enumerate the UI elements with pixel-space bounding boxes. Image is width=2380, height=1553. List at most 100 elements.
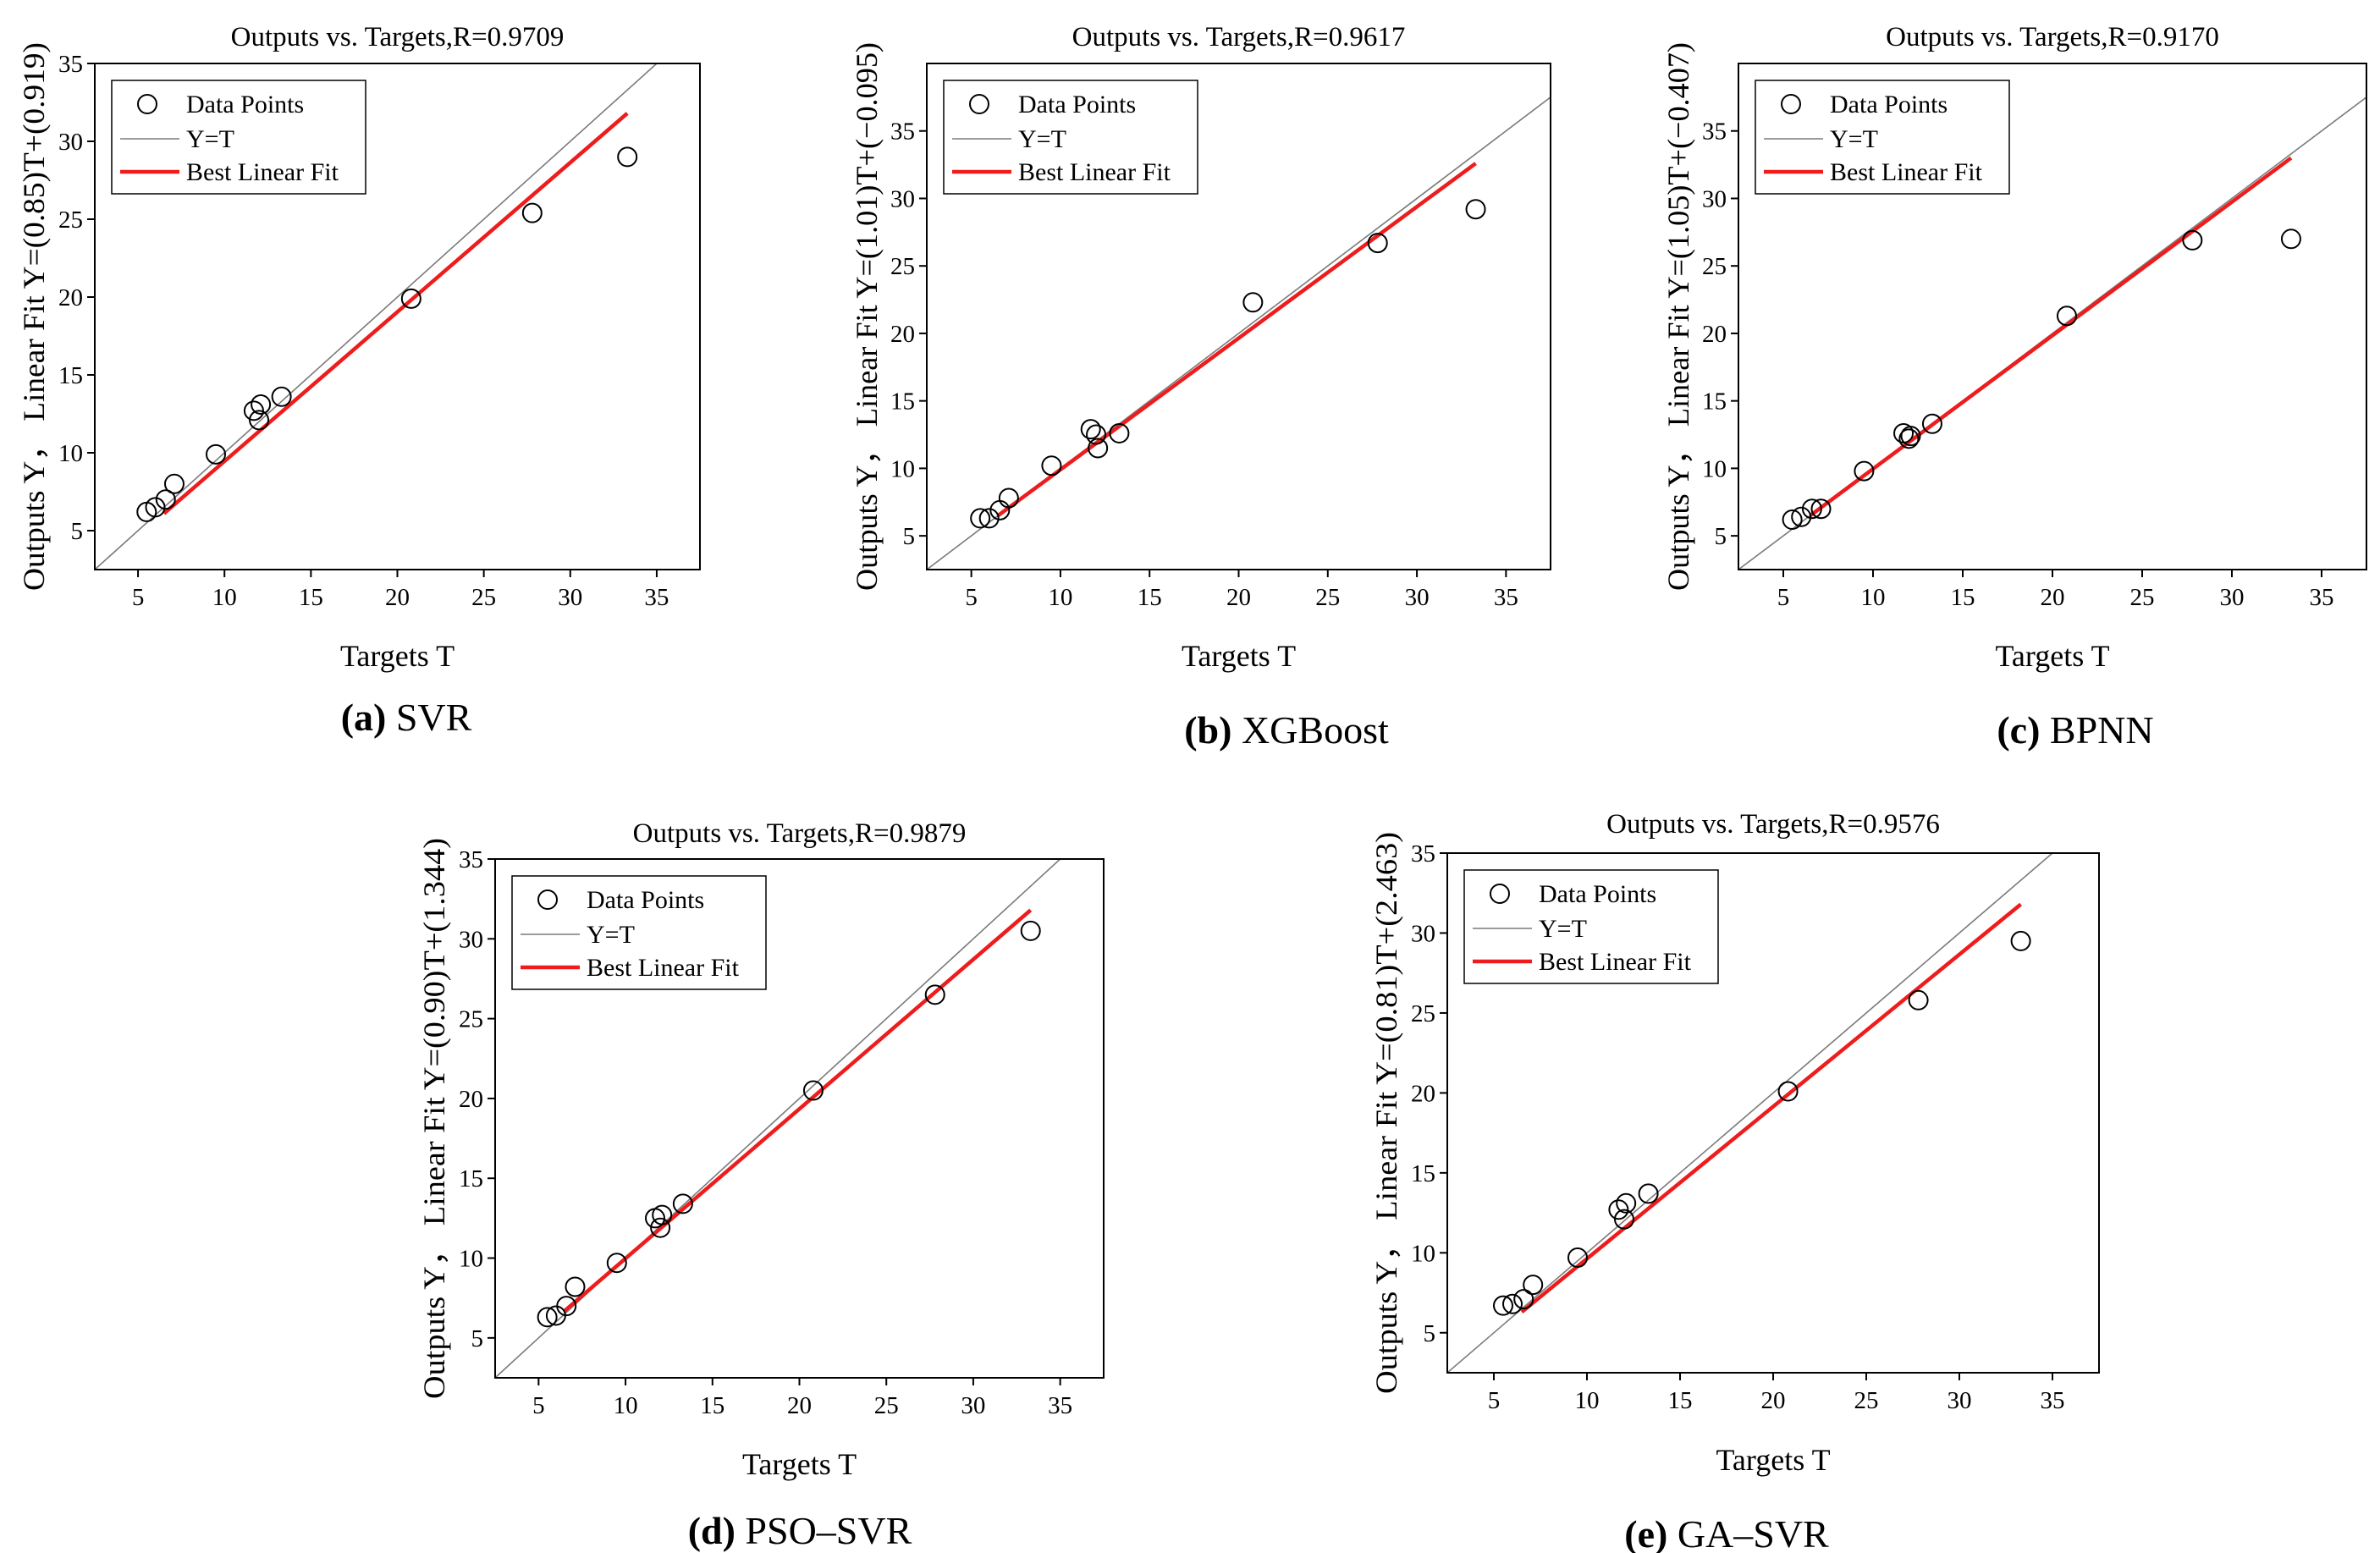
x-tick-label: 10 bbox=[1861, 584, 1886, 611]
legend-marker-points bbox=[1490, 884, 1510, 904]
panel-b: Outputs vs. Targets,R=0.9617 5 10 15 20 25 30 3… bbox=[850, 22, 1551, 752]
x-tick-label: 15 bbox=[1951, 584, 1975, 611]
y-tick-label: 10 bbox=[1702, 455, 1727, 482]
data-point-11 bbox=[2182, 229, 2203, 251]
y-axis-title: Outputs Y， Linear Fit Y=(0.81)T+(2.463) bbox=[1369, 832, 1403, 1394]
x-tick-label: 30 bbox=[1405, 584, 1430, 611]
y-axis-title: Outputs Y， Linear Fit Y=(0.90)T+(1.344) bbox=[417, 838, 451, 1399]
legend-box bbox=[111, 80, 366, 195]
x-tick-label: 30 bbox=[961, 1392, 985, 1419]
identity-line bbox=[95, 63, 658, 570]
data-point-6 bbox=[1608, 1199, 1629, 1220]
legend-label-identity: Y=T bbox=[186, 125, 234, 153]
identity-line bbox=[1447, 853, 2054, 1373]
y-tick-label: 35 bbox=[890, 118, 915, 146]
y-tick-label: 20 bbox=[890, 321, 915, 348]
y-tick-label: 15 bbox=[1411, 1160, 1435, 1187]
data-point-12 bbox=[1020, 920, 1041, 941]
chart-title: Outputs vs. Targets,R=0.9879 bbox=[633, 818, 967, 849]
legend: Data Points Y=T Best Linear Fit bbox=[1463, 869, 1719, 984]
x-tick-label: 35 bbox=[2041, 1387, 2065, 1414]
x-tick-label: 25 bbox=[471, 584, 496, 611]
legend: Data Points Y=T Best Linear Fit bbox=[511, 875, 767, 990]
chart-title: Outputs vs. Targets,R=0.9170 bbox=[1886, 22, 2219, 52]
panel-d: Outputs vs. Targets,R=0.9879 5 10 15 20 25 30 3… bbox=[417, 818, 1105, 1552]
x-tick-label: 25 bbox=[1854, 1387, 1879, 1414]
x-tick-label: 20 bbox=[1226, 584, 1251, 611]
x-tick-label: 10 bbox=[614, 1392, 638, 1419]
panel-caption: (d) PSO–SVR bbox=[688, 1509, 912, 1552]
y-tick-label: 10 bbox=[58, 440, 83, 467]
y-tick-label: 5 bbox=[1424, 1320, 1436, 1347]
data-point-2 bbox=[978, 508, 1000, 529]
x-tick-label: 5 bbox=[1488, 1387, 1501, 1414]
caption-model-name: PSO–SVR bbox=[735, 1509, 912, 1552]
caption-model-name: BPNN bbox=[2040, 708, 2153, 752]
legend-label-fit: Best Linear Fit bbox=[1830, 158, 1983, 186]
panel-caption: (b) XGBoost bbox=[1184, 708, 1389, 752]
best-fit-line bbox=[1520, 902, 2023, 1313]
data-point-11 bbox=[1908, 989, 1929, 1011]
y-tick-label: 5 bbox=[471, 1325, 484, 1352]
data-point-4 bbox=[163, 473, 185, 494]
caption-letter: (d) bbox=[688, 1509, 735, 1552]
x-tick-label: 35 bbox=[1494, 584, 1518, 611]
data-point-1 bbox=[1782, 509, 1803, 530]
x-tick-label: 30 bbox=[558, 584, 582, 611]
legend-label-points: Data Points bbox=[1018, 91, 1136, 118]
y-tick-label: 20 bbox=[58, 284, 83, 311]
data-point-2 bbox=[1502, 1293, 1523, 1314]
legend-label-fit: Best Linear Fit bbox=[1539, 948, 1692, 976]
data-point-9 bbox=[1921, 413, 1942, 434]
x-tick-label: 10 bbox=[1575, 1387, 1600, 1414]
x-tick-label: 15 bbox=[1138, 584, 1162, 611]
x-axis-title: Targets T bbox=[340, 639, 455, 673]
x-tick-label: 15 bbox=[700, 1392, 724, 1419]
legend-label-fit: Best Linear Fit bbox=[1018, 158, 1171, 186]
best-fit-line bbox=[1809, 156, 2293, 518]
data-point-2 bbox=[1791, 506, 1812, 527]
data-point-9 bbox=[271, 386, 292, 407]
panel-c: Outputs vs. Targets,R=0.9170 5 10 15 20 25 30 3… bbox=[1661, 22, 2367, 752]
data-point-10 bbox=[1777, 1081, 1799, 1102]
data-point-5 bbox=[206, 443, 226, 465]
x-tick-label: 5 bbox=[132, 584, 145, 611]
data-point-7 bbox=[1614, 1209, 1634, 1230]
x-tick-label: 25 bbox=[2130, 584, 2155, 611]
x-axis-title: Targets T bbox=[1995, 639, 2109, 673]
data-point-8 bbox=[1088, 438, 1109, 459]
y-tick-label: 5 bbox=[71, 518, 84, 545]
best-fit-line bbox=[163, 112, 629, 515]
chart-title: Outputs vs. Targets,R=0.9617 bbox=[1072, 22, 1406, 52]
y-tick-label: 20 bbox=[459, 1086, 483, 1113]
data-point-5 bbox=[606, 1253, 627, 1274]
data-point-7 bbox=[249, 410, 270, 431]
y-tick-label: 30 bbox=[1702, 185, 1727, 212]
y-tick-label: 5 bbox=[1715, 523, 1727, 550]
legend-box bbox=[1755, 80, 2010, 195]
x-tick-label: 35 bbox=[2310, 584, 2334, 611]
y-axis-title: Outputs Y， Linear Fit Y=(1.01)T+(−0.095) bbox=[850, 42, 884, 591]
y-tick-label: 35 bbox=[58, 51, 83, 78]
caption-model-name: SVR bbox=[386, 696, 471, 739]
legend-marker-points bbox=[137, 94, 157, 114]
data-point-1 bbox=[1493, 1295, 1513, 1316]
best-fit-line bbox=[996, 162, 1477, 518]
x-tick-label: 30 bbox=[1948, 1387, 1972, 1414]
best-fit-line bbox=[563, 908, 1033, 1313]
data-point-2 bbox=[145, 497, 166, 518]
data-point-6 bbox=[243, 400, 264, 421]
y-tick-label: 20 bbox=[1411, 1080, 1435, 1107]
caption-letter: (b) bbox=[1184, 708, 1231, 752]
x-axis-title: Targets T bbox=[1716, 1443, 1830, 1477]
legend: Data Points Y=T Best Linear Fit bbox=[943, 80, 1198, 195]
y-tick-label: 30 bbox=[459, 926, 483, 953]
y-tick-label: 25 bbox=[1702, 253, 1727, 280]
data-point-8 bbox=[1900, 426, 1921, 447]
x-tick-label: 35 bbox=[644, 584, 669, 611]
legend-box bbox=[511, 875, 767, 990]
data-point-3 bbox=[1513, 1289, 1534, 1310]
x-tick-label: 5 bbox=[532, 1392, 545, 1419]
panel-a: Outputs vs. Targets,R=0.9709 5 10 15 20 25 30 3… bbox=[17, 22, 701, 739]
y-tick-label: 25 bbox=[1411, 1000, 1435, 1027]
